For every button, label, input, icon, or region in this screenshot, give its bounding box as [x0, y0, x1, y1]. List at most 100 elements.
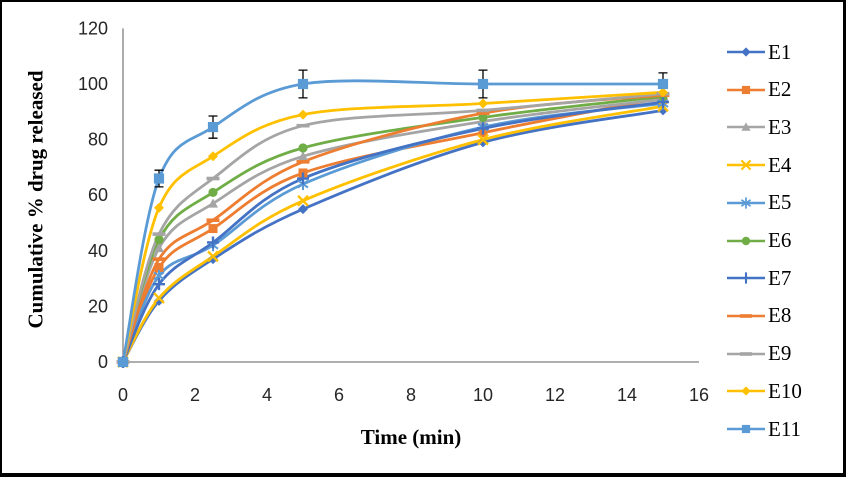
y-tick-label: 40	[88, 241, 108, 261]
legend-swatch-square-icon	[727, 85, 765, 94]
legend-label: E6	[768, 228, 792, 252]
marker-dash	[296, 123, 310, 128]
x-axis-title: Time (min)	[360, 425, 462, 449]
marker-plus	[207, 236, 219, 249]
marker-x	[477, 133, 489, 146]
legend-swatch-dash-icon	[727, 351, 765, 356]
y-tick-label: 100	[78, 74, 108, 94]
legend-swatch-square-icon	[727, 424, 765, 434]
legend-swatch-diamond-icon	[727, 386, 765, 396]
legend-label: E9	[768, 341, 792, 366]
legend-swatch-dash-icon	[727, 314, 765, 318]
legend-swatch-diamond-icon	[727, 47, 765, 57]
marker-diamond	[208, 254, 218, 265]
marker-square	[477, 78, 489, 90]
y-axis-title: Cumulative % drug released	[23, 70, 48, 329]
x-tick-label: 2	[190, 385, 200, 405]
legend-item-E11: E11	[726, 410, 843, 448]
legend-label: E2	[768, 77, 792, 102]
marker-circle	[208, 187, 218, 198]
marker-diamond	[658, 87, 668, 98]
marker-x	[153, 292, 165, 304]
marker-diamond	[298, 204, 308, 215]
x-tick-label: 10	[473, 385, 493, 405]
legend-label: E11	[768, 416, 802, 441]
series-lines	[121, 79, 665, 364]
x-tick-label: 4	[262, 385, 272, 405]
marker-square	[741, 424, 751, 434]
marker-diamond	[298, 109, 308, 120]
marker-square	[741, 85, 751, 94]
marker-diamond	[478, 137, 488, 148]
marker-x	[740, 159, 752, 171]
marker-triangle	[741, 122, 751, 132]
legend-swatch-x-icon	[727, 159, 765, 171]
marker-plus	[297, 172, 309, 185]
marker-dash	[476, 108, 490, 113]
series-line-E7	[121, 100, 665, 364]
legend-label: E3	[768, 114, 792, 139]
series-line-E3	[121, 97, 665, 364]
legend-label: E4	[768, 152, 792, 177]
legend-label: E10	[768, 378, 802, 403]
marker-diamond	[208, 151, 218, 162]
marker-diamond	[741, 386, 751, 396]
legend-item-E4: E4	[726, 146, 843, 184]
marker-plus	[657, 96, 669, 109]
x-tick-label: 12	[545, 385, 565, 405]
x-tick-label: 14	[617, 385, 637, 405]
marker-square	[154, 262, 164, 272]
legend-item-E9: E9	[726, 335, 843, 373]
marker-circle	[154, 235, 164, 245]
series-line-E9	[121, 92, 665, 364]
marker-triangle	[208, 198, 218, 208]
marker-x	[207, 250, 219, 263]
series-line-E11	[121, 79, 665, 364]
legend-item-E2: E2	[726, 71, 843, 109]
legend: E1 E2 E3 E4 E5 E6 E7 E8 E9 E10 E11	[726, 2, 843, 473]
legend-item-E8: E8	[726, 297, 843, 335]
marker-circle	[741, 236, 751, 245]
legend-swatch-circle-icon	[727, 236, 765, 245]
y-tick-label: 60	[88, 185, 108, 205]
marker-diamond	[478, 98, 488, 109]
legend-swatch-plus-icon	[727, 272, 765, 284]
x-tick-label: 0	[118, 385, 128, 405]
marker-dash	[152, 257, 166, 261]
marker-dash	[296, 160, 310, 164]
marker-diamond	[154, 295, 164, 306]
marker-plus	[740, 272, 752, 284]
y-tick-label: 80	[88, 130, 108, 150]
marker-square	[207, 121, 219, 133]
series-line-E10	[121, 90, 665, 364]
series-markers	[116, 78, 670, 368]
legend-label: E5	[768, 190, 792, 215]
legend-swatch-triangle-icon	[727, 122, 765, 132]
marker-plus	[153, 278, 165, 291]
legend-item-E7: E7	[726, 259, 843, 297]
x-tick-label: 8	[406, 385, 416, 405]
marker-square	[657, 78, 669, 90]
legend-item-E3: E3	[726, 108, 843, 146]
marker-dash	[206, 218, 220, 223]
legend-item-E5: E5	[726, 184, 843, 222]
marker-asterisk	[740, 197, 752, 209]
y-tick-label: 20	[88, 296, 108, 316]
legend-item-E10: E10	[726, 372, 843, 410]
marker-dash	[739, 314, 753, 318]
marker-square	[297, 78, 309, 90]
marker-triangle	[298, 151, 308, 161]
y-tick-label: 120	[78, 18, 108, 38]
marker-x	[297, 194, 309, 207]
marker-square	[208, 224, 218, 234]
x-tick-label: 16	[689, 385, 709, 405]
marker-diamond	[154, 202, 164, 213]
marker-dash	[152, 232, 166, 236]
legend-label: E8	[768, 303, 792, 328]
marker-circle	[478, 112, 488, 122]
x-tick-label: 6	[334, 385, 344, 405]
marker-diamond	[741, 47, 751, 57]
legend-label: E7	[768, 265, 792, 290]
